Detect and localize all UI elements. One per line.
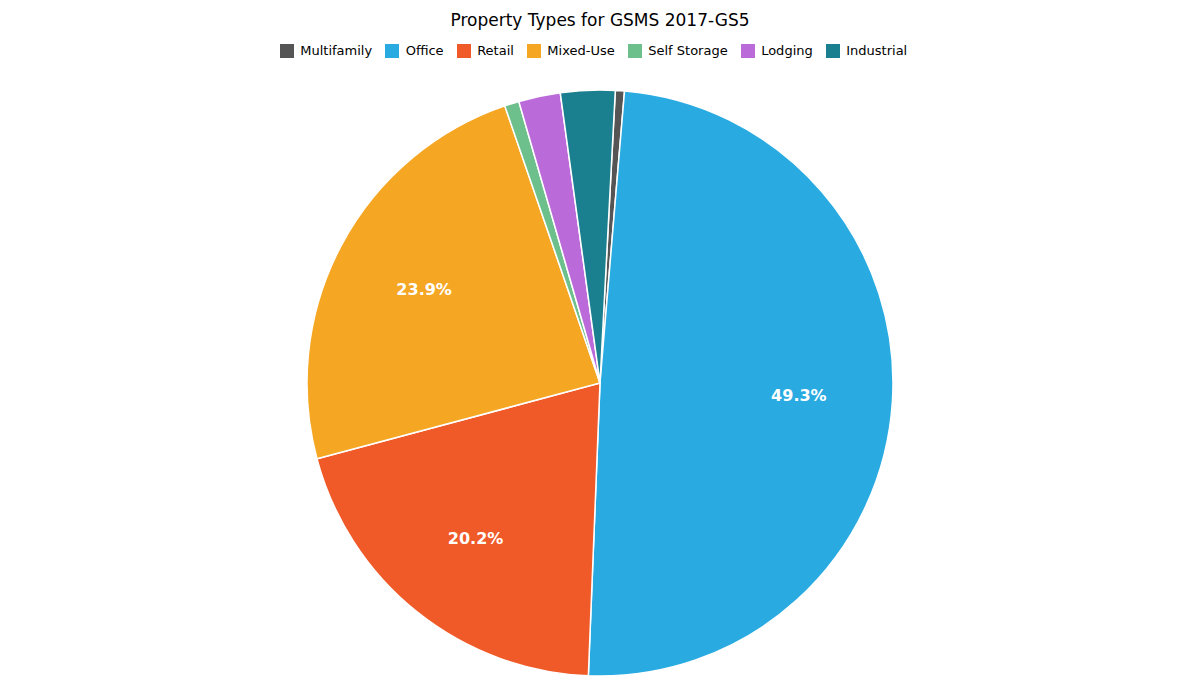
svg-text:49.3%: 49.3% xyxy=(771,385,827,404)
html-text:Mixed-Use: Mixed-Use xyxy=(547,43,615,58)
svg-text:20.2%: 20.2% xyxy=(448,529,504,548)
html-text:Self Storage: Self Storage xyxy=(648,43,728,58)
svg-text:23.9%: 23.9% xyxy=(396,279,452,298)
html-text:Office: Office xyxy=(405,43,444,58)
html-text:Multifamily: Multifamily xyxy=(300,43,373,58)
html-text:Industrial: Industrial xyxy=(846,43,908,58)
html-text:Property Types for GSMS 2017-G: Property Types for GSMS 2017-GS5 xyxy=(450,10,750,30)
html-text:Lodging: Lodging xyxy=(761,43,813,58)
html-text:Retail: Retail xyxy=(477,43,514,58)
